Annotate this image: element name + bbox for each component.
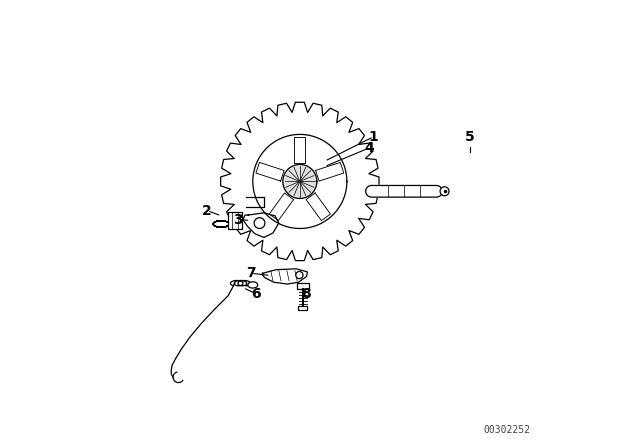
Polygon shape [306,193,330,220]
Circle shape [296,271,303,279]
Circle shape [440,187,449,196]
Ellipse shape [248,282,258,288]
Bar [298,306,307,310]
Polygon shape [253,134,347,228]
Polygon shape [269,193,294,220]
Text: 8: 8 [301,287,310,301]
Text: 7: 7 [246,266,256,280]
Polygon shape [316,163,344,181]
Polygon shape [262,269,307,284]
Polygon shape [294,137,305,163]
Circle shape [254,218,265,228]
Polygon shape [243,213,279,237]
Text: 00302252: 00302252 [484,425,531,435]
Bar [297,283,309,289]
Text: 2: 2 [202,203,212,218]
Bar [228,212,242,229]
Text: 3: 3 [233,212,243,227]
Text: 1: 1 [369,129,379,144]
Polygon shape [256,163,284,181]
Text: 6: 6 [252,287,261,301]
Polygon shape [365,185,442,197]
Polygon shape [221,102,379,261]
Polygon shape [283,164,317,198]
Text: 4: 4 [364,141,374,155]
Text: 5: 5 [465,129,475,144]
